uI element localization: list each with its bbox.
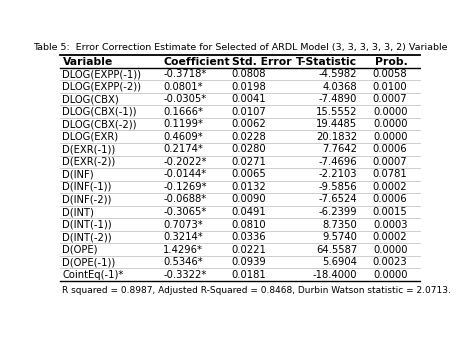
- Text: DLOG(EXPP(-1)): DLOG(EXPP(-1)): [63, 69, 141, 79]
- Text: D(INT(-1)): D(INT(-1)): [63, 220, 112, 230]
- Text: Coefficient: Coefficient: [163, 57, 230, 67]
- Text: Prob.: Prob.: [374, 57, 408, 67]
- Text: 0.2174*: 0.2174*: [163, 144, 203, 154]
- Text: 0.0023: 0.0023: [373, 257, 408, 267]
- Text: 0.0000: 0.0000: [373, 270, 408, 280]
- Text: Variable: Variable: [63, 57, 113, 67]
- Text: D(OPE): D(OPE): [63, 245, 98, 255]
- Text: 1.4296*: 1.4296*: [163, 245, 203, 255]
- Text: R squared = 0.8987, Adjusted R-Squared = 0.8468, Durbin Watson statistic = 2.071: R squared = 0.8987, Adjusted R-Squared =…: [62, 286, 451, 295]
- Text: 0.0000: 0.0000: [373, 132, 408, 142]
- Text: 0.0198: 0.0198: [232, 82, 266, 91]
- Text: D(INF(-1)): D(INF(-1)): [63, 182, 112, 192]
- Text: 0.0015: 0.0015: [373, 207, 408, 217]
- Text: 0.0007: 0.0007: [373, 94, 408, 104]
- Text: 7.7642: 7.7642: [322, 144, 357, 154]
- Text: Std. Error: Std. Error: [232, 57, 292, 67]
- Text: DLOG(CBX): DLOG(CBX): [63, 94, 119, 104]
- Text: 0.0090: 0.0090: [232, 194, 266, 204]
- Text: -6.2399: -6.2399: [318, 207, 357, 217]
- Text: -0.0144*: -0.0144*: [163, 169, 206, 180]
- Text: D(EXR(-1)): D(EXR(-1)): [63, 144, 116, 154]
- Text: 0.0939: 0.0939: [232, 257, 266, 267]
- Text: 0.0062: 0.0062: [232, 119, 266, 129]
- Text: D(INT(-2)): D(INT(-2)): [63, 232, 112, 242]
- Text: 15.5552: 15.5552: [315, 107, 357, 117]
- Text: 9.5740: 9.5740: [322, 232, 357, 242]
- Text: 0.5346*: 0.5346*: [163, 257, 203, 267]
- Text: 0.1666*: 0.1666*: [163, 107, 203, 117]
- Text: 0.0003: 0.0003: [373, 220, 408, 230]
- Text: D(INF(-2)): D(INF(-2)): [63, 194, 112, 204]
- Text: 0.0107: 0.0107: [232, 107, 266, 117]
- Text: D(INF): D(INF): [63, 169, 94, 180]
- Text: 4.0368: 4.0368: [322, 82, 357, 91]
- Text: 0.0002: 0.0002: [373, 232, 408, 242]
- Text: 0.0781: 0.0781: [373, 169, 408, 180]
- Text: 0.0006: 0.0006: [373, 144, 408, 154]
- Text: -0.2022*: -0.2022*: [163, 157, 207, 167]
- Text: -0.1269*: -0.1269*: [163, 182, 207, 192]
- Text: 0.1199*: 0.1199*: [163, 119, 203, 129]
- Text: 0.0002: 0.0002: [373, 182, 408, 192]
- Text: -7.4696: -7.4696: [318, 157, 357, 167]
- Text: 0.0007: 0.0007: [373, 157, 408, 167]
- Text: DLOG(EXPP(-2)): DLOG(EXPP(-2)): [63, 82, 141, 91]
- Text: 0.0808: 0.0808: [232, 69, 266, 79]
- Text: 8.7350: 8.7350: [322, 220, 357, 230]
- Text: 0.0006: 0.0006: [373, 194, 408, 204]
- Text: DLOG(CBX(-1)): DLOG(CBX(-1)): [63, 107, 137, 117]
- Text: D(OPE(-1)): D(OPE(-1)): [63, 257, 116, 267]
- Text: -7.4890: -7.4890: [319, 94, 357, 104]
- Text: 0.3214*: 0.3214*: [163, 232, 203, 242]
- Text: 20.1832: 20.1832: [316, 132, 357, 142]
- Text: 0.0491: 0.0491: [232, 207, 266, 217]
- Text: D(EXR(-2)): D(EXR(-2)): [63, 157, 116, 167]
- Text: 0.0100: 0.0100: [373, 82, 408, 91]
- Text: 0.0132: 0.0132: [232, 182, 266, 192]
- Text: -0.3718*: -0.3718*: [163, 69, 207, 79]
- Text: -0.0688*: -0.0688*: [163, 194, 206, 204]
- Text: 0.4609*: 0.4609*: [163, 132, 203, 142]
- Text: 0.0065: 0.0065: [232, 169, 266, 180]
- Text: 0.0336: 0.0336: [232, 232, 266, 242]
- Text: 64.5587: 64.5587: [316, 245, 357, 255]
- Text: 0.0801*: 0.0801*: [163, 82, 203, 91]
- Text: T-Statistic: T-Statistic: [296, 57, 357, 67]
- Text: -0.0305*: -0.0305*: [163, 94, 206, 104]
- Text: -7.6524: -7.6524: [318, 194, 357, 204]
- Text: -0.3065*: -0.3065*: [163, 207, 207, 217]
- Text: 0.0058: 0.0058: [373, 69, 408, 79]
- Text: -9.5856: -9.5856: [318, 182, 357, 192]
- Text: -18.4000: -18.4000: [313, 270, 357, 280]
- Text: -4.5982: -4.5982: [319, 69, 357, 79]
- Text: 0.0181: 0.0181: [232, 270, 266, 280]
- Text: 19.4485: 19.4485: [316, 119, 357, 129]
- Text: D(INT): D(INT): [63, 207, 95, 217]
- Text: -0.3322*: -0.3322*: [163, 270, 207, 280]
- Text: 0.7073*: 0.7073*: [163, 220, 203, 230]
- Text: 0.0280: 0.0280: [232, 144, 266, 154]
- Text: 0.0810: 0.0810: [232, 220, 266, 230]
- Text: 0.0000: 0.0000: [373, 107, 408, 117]
- Text: CointEq(-1)*: CointEq(-1)*: [63, 270, 124, 280]
- Text: 0.0041: 0.0041: [232, 94, 266, 104]
- Text: 0.0000: 0.0000: [373, 119, 408, 129]
- Text: 0.0271: 0.0271: [232, 157, 267, 167]
- Text: 0.0000: 0.0000: [373, 245, 408, 255]
- Text: 5.6904: 5.6904: [322, 257, 357, 267]
- Text: 0.0221: 0.0221: [232, 245, 267, 255]
- Text: Table 5:  Error Correction Estimate for Selected of ARDL Model (3, 3, 3, 3, 3, 2: Table 5: Error Correction Estimate for S…: [33, 43, 447, 52]
- Text: 0.0228: 0.0228: [232, 132, 266, 142]
- Text: DLOG(EXR): DLOG(EXR): [63, 132, 118, 142]
- Text: DLOG(CBX(-2)): DLOG(CBX(-2)): [63, 119, 137, 129]
- Text: -2.2103: -2.2103: [319, 169, 357, 180]
